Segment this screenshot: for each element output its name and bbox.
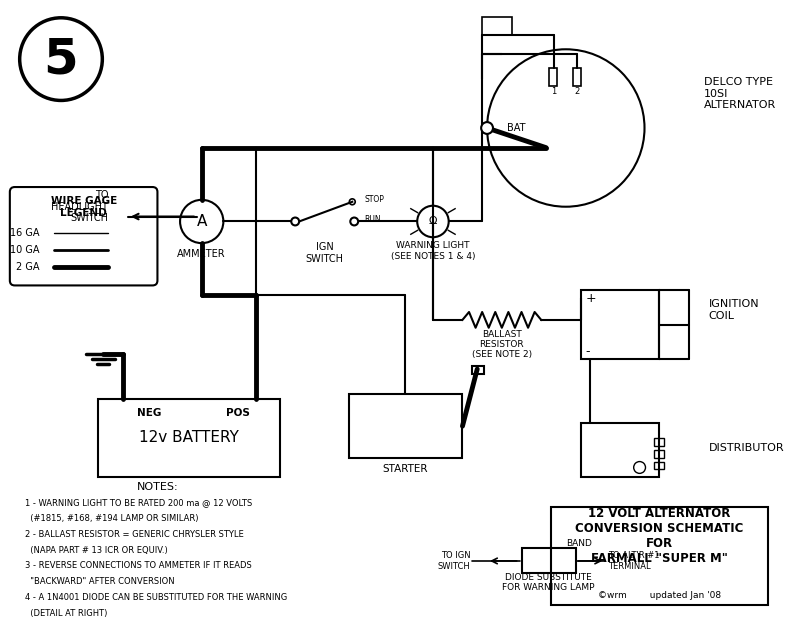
Text: +: +	[586, 292, 596, 305]
FancyBboxPatch shape	[10, 187, 157, 285]
Text: STOP: STOP	[364, 195, 384, 204]
Text: Ω: Ω	[429, 217, 437, 227]
Text: WIRE GAGE
LEGEND: WIRE GAGE LEGEND	[50, 196, 117, 218]
Text: ©wrm        updated Jan '08: ©wrm updated Jan '08	[598, 591, 721, 600]
Text: IGN
SWITCH: IGN SWITCH	[306, 242, 344, 264]
Text: BAND: BAND	[566, 539, 592, 548]
Text: "BACKWARD" AFTER CONVERSION: "BACKWARD" AFTER CONVERSION	[25, 577, 174, 586]
Text: WARNING LIGHT
(SEE NOTES 1 & 4): WARNING LIGHT (SEE NOTES 1 & 4)	[391, 241, 475, 261]
Text: NEG: NEG	[137, 408, 161, 418]
Text: 16 GA: 16 GA	[10, 228, 39, 238]
Text: DIODE SUBSTITUTE
FOR WARNING LAMP: DIODE SUBSTITUTE FOR WARNING LAMP	[502, 573, 594, 592]
Text: STARTER: STARTER	[383, 464, 428, 474]
Text: -: -	[586, 345, 590, 358]
Text: IGNITION
COIL: IGNITION COIL	[709, 300, 759, 321]
Text: 12v BATTERY: 12v BATTERY	[139, 431, 239, 446]
Text: 2 - BALLAST RESISTOR = GENERIC CHRYSLER STYLE: 2 - BALLAST RESISTOR = GENERIC CHRYSLER …	[25, 530, 244, 539]
Text: A: A	[197, 214, 207, 229]
Text: 1: 1	[551, 87, 557, 96]
Text: DELCO TYPE
10SI
ALTERNATOR: DELCO TYPE 10SI ALTERNATOR	[704, 77, 776, 110]
Text: BALLAST
RESISTOR
(SEE NOTE 2): BALLAST RESISTOR (SEE NOTE 2)	[471, 329, 532, 359]
Text: POS: POS	[226, 408, 250, 418]
Text: TO IGN
SWITCH: TO IGN SWITCH	[438, 551, 471, 570]
Text: RUN: RUN	[364, 215, 380, 224]
Text: 12 VOLT ALTERNATOR
CONVERSION SCHEMATIC
FOR
FARMALL "SUPER M": 12 VOLT ALTERNATOR CONVERSION SCHEMATIC …	[575, 507, 743, 565]
Circle shape	[350, 218, 358, 225]
Text: 2 GA: 2 GA	[16, 261, 39, 271]
Text: (#1815, #168, #194 LAMP OR SIMILAR): (#1815, #168, #194 LAMP OR SIMILAR)	[25, 514, 198, 523]
Text: 3 - REVERSE CONNECTIONS TO AMMETER IF IT READS: 3 - REVERSE CONNECTIONS TO AMMETER IF IT…	[25, 562, 252, 570]
Circle shape	[292, 218, 299, 225]
Text: 2: 2	[574, 87, 579, 96]
Text: 10 GA: 10 GA	[10, 245, 39, 255]
Circle shape	[481, 122, 493, 134]
Text: 1 - WARNING LIGHT TO BE RATED 200 ma @ 12 VOLTS: 1 - WARNING LIGHT TO BE RATED 200 ma @ 1…	[25, 499, 252, 507]
Text: 4 - A 1N4001 DIODE CAN BE SUBSTITUTED FOR THE WARNING: 4 - A 1N4001 DIODE CAN BE SUBSTITUTED FO…	[25, 593, 287, 602]
Text: NOTES:: NOTES:	[137, 482, 178, 492]
Text: TO
HEADLIGHT
SWITCH: TO HEADLIGHT SWITCH	[51, 190, 108, 223]
Text: AMMETER: AMMETER	[177, 249, 226, 259]
Text: (DETAIL AT RIGHT): (DETAIL AT RIGHT)	[25, 608, 107, 618]
Text: (NAPA PART # 13 ICR OR EQUIV.): (NAPA PART # 13 ICR OR EQUIV.)	[25, 545, 167, 555]
Text: 5: 5	[44, 35, 78, 83]
Text: BAT: BAT	[507, 123, 525, 133]
Text: TO ALT'R #1
TERMINAL: TO ALT'R #1 TERMINAL	[608, 551, 660, 570]
Text: DISTRIBUTOR: DISTRIBUTOR	[709, 443, 784, 453]
